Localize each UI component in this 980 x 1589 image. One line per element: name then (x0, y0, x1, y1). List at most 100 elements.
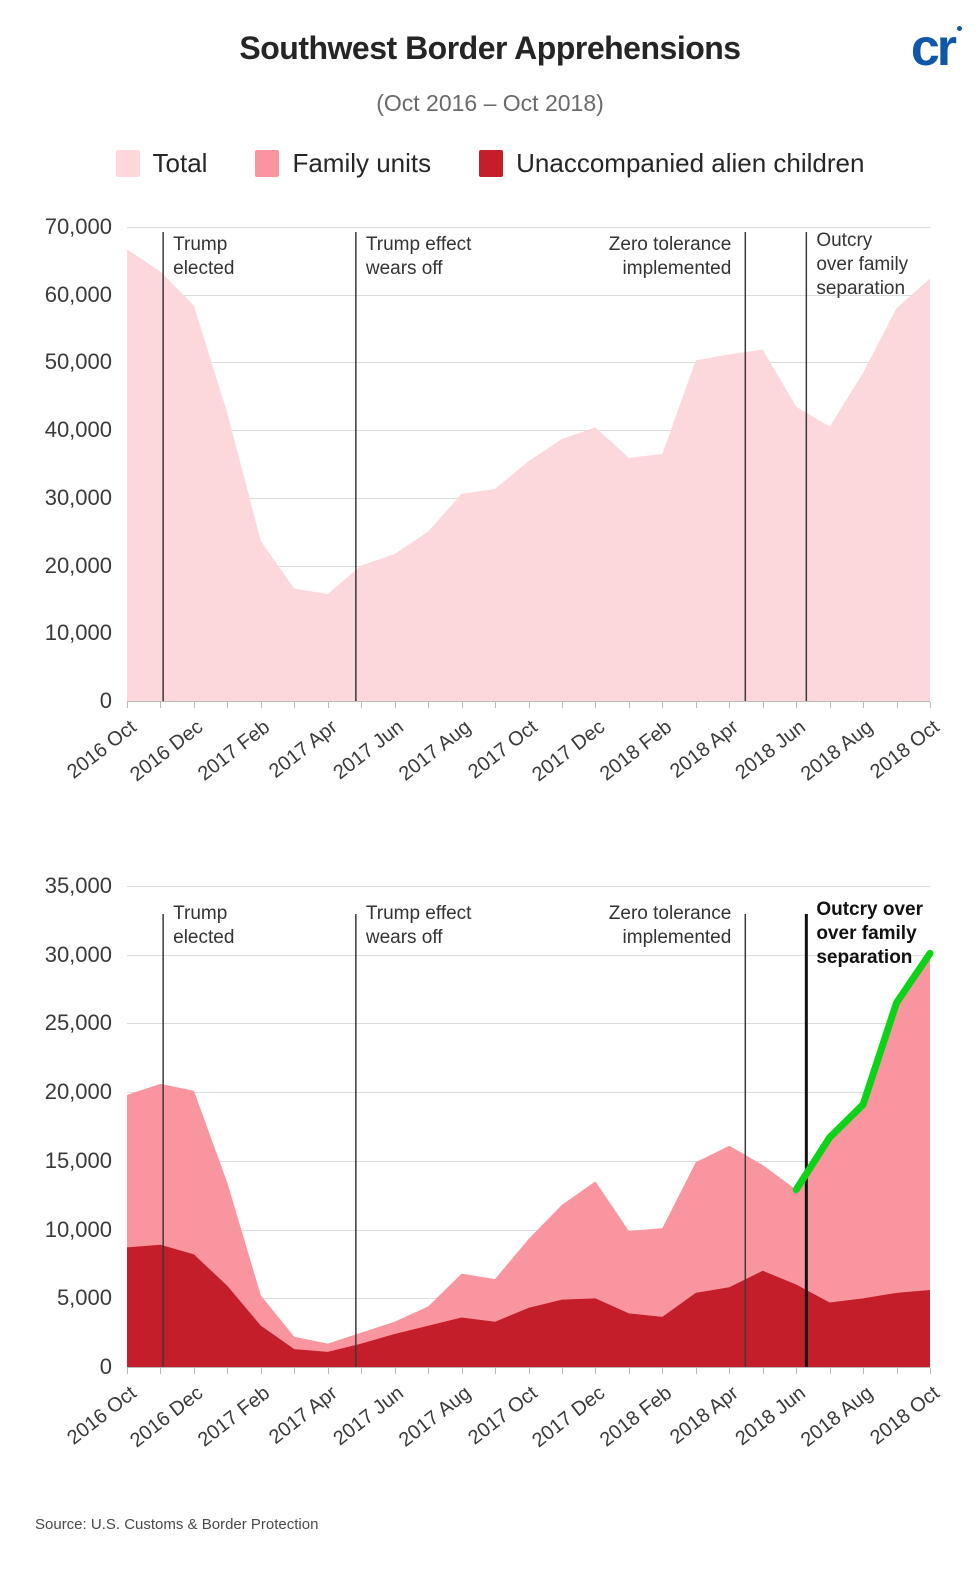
gridline (127, 1160, 930, 1162)
x-axis-label: 2017 Oct (464, 716, 543, 784)
chart-canvas (127, 227, 930, 701)
x-axis-label: 2017 Jun (329, 1382, 409, 1451)
x-tick (495, 1368, 497, 1374)
top-chart-plot: Trump elected Trump effect wears off Zero to… (127, 227, 930, 702)
x-axis-label: 2017 Aug (394, 1382, 476, 1452)
x-tick (193, 1368, 195, 1374)
gridline (127, 430, 930, 432)
legend-label: Unaccompanied alien children (516, 148, 865, 178)
y-axis-label: 40,000 (44, 417, 112, 443)
x-tick (127, 702, 128, 708)
x-tick (896, 1368, 898, 1374)
annotation-text-zero-tolerance-implemented: Zero tolerance implemented (608, 234, 732, 279)
total-swatch-icon (115, 150, 140, 177)
x-tick (695, 1368, 697, 1374)
x-tick (461, 702, 463, 708)
gridline (127, 1229, 930, 1231)
unaccompanied-alien-children-area (127, 1244, 930, 1367)
x-tick (628, 702, 630, 708)
x-tick (561, 702, 563, 708)
y-axis-label: 20,000 (44, 552, 112, 578)
x-tick (428, 1368, 430, 1374)
x-tick (294, 1368, 296, 1374)
annotation-text-trump-effect-wears-off: Trump effect wears off (365, 903, 472, 948)
x-tick (595, 1368, 597, 1374)
x-axis-label: 2016 Dec (126, 716, 208, 787)
source-attribution: Source: U.S. Customs & Border Protection (35, 1516, 319, 1533)
x-axis-label: 2017 Dec (527, 716, 609, 787)
y-axis-label: 70,000 (44, 214, 112, 239)
x-axis-label: 2017 Apr (264, 716, 342, 783)
x-tick (160, 1368, 162, 1374)
y-axis-label: 5,000 (56, 1285, 112, 1311)
annotation-text-trump-elected: Trump elected (173, 234, 235, 279)
x-tick (160, 702, 162, 708)
chart-canvas (127, 886, 930, 1367)
gridline (127, 954, 930, 956)
x-tick (896, 702, 898, 708)
uac-swatch-icon (479, 150, 504, 177)
x-axis-label: 2018 Oct (866, 1382, 944, 1450)
x-axis-label: 2018 Oct (866, 716, 944, 784)
bottom-chart-y-axis: 0 5,000 10,000 15,000 20,000 25,000 30,000 35,0… (0, 873, 112, 1379)
family-units-swatch-icon (255, 150, 280, 177)
x-axis-label: 2017 Aug (394, 716, 476, 786)
x-tick (260, 1368, 262, 1374)
y-axis-label: 0 (99, 1354, 112, 1379)
x-tick (762, 702, 764, 708)
x-tick (428, 702, 430, 708)
x-tick (495, 702, 497, 708)
x-axis-label: 2018 Aug (796, 1382, 877, 1452)
x-tick (863, 1368, 865, 1374)
x-tick (796, 1368, 798, 1374)
x-tick (528, 1368, 530, 1374)
x-tick (394, 702, 396, 708)
x-tick (294, 702, 296, 708)
y-axis-label: 35,000 (44, 873, 112, 898)
legend-item-total: Total (115, 148, 207, 179)
x-tick (227, 1368, 229, 1374)
x-axis-label: 2017 Feb (194, 1382, 275, 1452)
gridline (127, 227, 930, 228)
x-axis-label: 2017 Dec (527, 1382, 609, 1453)
gridline (127, 1092, 930, 1094)
x-tick (729, 702, 731, 708)
x-tick (829, 702, 831, 708)
x-axis-label: 2018 Feb (595, 1382, 676, 1452)
x-tick (361, 702, 363, 708)
x-tick (528, 702, 530, 708)
consumer-reports-logo: cr (911, 22, 962, 74)
x-axis-label: 2017 Feb (194, 716, 275, 786)
x-axis-label: 2018 Apr (666, 716, 743, 783)
x-tick (662, 1368, 664, 1374)
gridline (127, 1023, 930, 1025)
x-tick (628, 1368, 630, 1374)
x-tick (595, 702, 597, 708)
annotation-text-outcry-over-family-separation: Outcry over over family separation (816, 899, 923, 968)
legend-item-uac: Unaccompanied alien children (479, 148, 864, 179)
y-axis-label: 0 (99, 688, 112, 713)
annotation-text-outcry-over-family-separation: Outcry over family separation (816, 230, 909, 299)
x-tick (327, 1368, 329, 1374)
y-axis-label: 30,000 (44, 484, 112, 510)
legend-item-family-units: Family units (255, 148, 431, 179)
x-tick (561, 1368, 563, 1374)
x-axis-label: 2018 Feb (595, 716, 676, 786)
x-axis-label: 2018 Jun (731, 716, 810, 785)
gridline (127, 886, 930, 887)
x-tick (327, 702, 329, 708)
annotation-text-trump-effect-wears-off: Trump effect wears off (365, 234, 472, 279)
x-tick (227, 702, 229, 708)
x-tick (829, 1368, 831, 1374)
y-axis-label: 10,000 (44, 1216, 112, 1242)
family-units-area (127, 953, 930, 1367)
x-axis-label: 2017 Jun (329, 716, 409, 785)
top-chart-x-axis: 2016 Oct 2016 Dec 2017 Feb 2017 Apr 2017 Jun… (63, 702, 944, 827)
x-tick (260, 702, 262, 708)
x-axis-label: 2018 Aug (796, 716, 877, 786)
y-axis-label: 15,000 (44, 1147, 112, 1173)
bottom-chart-plot: Trump elected Trump effect wears off Zero to… (127, 886, 930, 1368)
legend: Total Family units Unaccompanied alien c… (0, 148, 980, 179)
x-tick (796, 702, 798, 708)
